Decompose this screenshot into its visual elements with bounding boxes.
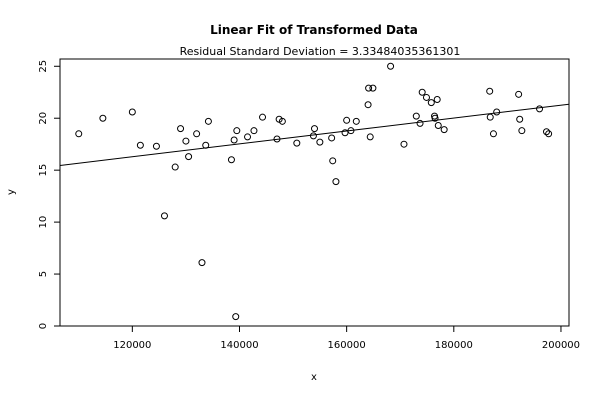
data-point (99, 114, 107, 122)
data-point (182, 137, 190, 145)
data-point (518, 127, 526, 135)
plot-frame (59, 58, 570, 327)
x-axis: 120000 140000 160000 180000 200000 (113, 325, 580, 351)
data-point (418, 88, 426, 96)
data-point (293, 139, 301, 147)
fit-line (59, 103, 570, 166)
data-point (244, 133, 252, 141)
data-point (202, 141, 210, 149)
data-point (75, 130, 83, 138)
data-point (412, 112, 420, 120)
data-point (193, 130, 201, 138)
data-point (369, 84, 377, 92)
data-point (230, 136, 238, 144)
y-tick-label: 15 (38, 164, 49, 177)
data-point (343, 116, 351, 124)
data-point (250, 127, 258, 135)
y-axis: 0 5 10 15 20 25 (38, 60, 61, 329)
data-points (75, 62, 553, 321)
x-tick-label: 180000 (435, 340, 473, 351)
data-point (204, 117, 212, 125)
x-axis-label: x (311, 372, 317, 383)
data-point (387, 62, 395, 70)
data-point (545, 130, 553, 138)
chart-subtitle: Residual Standard Deviation = 3.33484035… (180, 45, 461, 58)
y-tick-label: 0 (38, 323, 49, 329)
data-point (198, 259, 206, 267)
data-point (328, 134, 336, 142)
data-point (316, 138, 324, 146)
data-point (232, 313, 240, 321)
data-point (515, 90, 523, 98)
data-point (440, 126, 448, 134)
data-point (273, 135, 281, 143)
y-tick-label: 20 (38, 112, 49, 125)
data-point (486, 87, 494, 95)
data-point (311, 125, 318, 133)
data-point (493, 108, 501, 116)
data-point (433, 96, 441, 104)
y-tick-label: 10 (38, 216, 49, 229)
data-point (422, 93, 430, 101)
x-tick-label: 160000 (328, 340, 366, 351)
data-point (347, 127, 355, 135)
data-point (278, 117, 286, 125)
data-point (352, 117, 360, 125)
y-axis-label: y (6, 189, 17, 195)
data-point (516, 115, 524, 123)
data-point (227, 156, 235, 164)
data-point (160, 212, 168, 220)
data-point (427, 99, 435, 107)
data-point (400, 140, 408, 148)
data-point (259, 113, 267, 121)
chart-title: Linear Fit of Transformed Data (210, 23, 418, 37)
data-point (171, 163, 179, 171)
data-point (177, 125, 185, 133)
data-point (136, 141, 144, 149)
data-point (366, 133, 374, 141)
x-tick-label: 120000 (113, 340, 151, 351)
data-point (332, 178, 340, 186)
data-point (431, 114, 439, 122)
data-point (486, 113, 494, 121)
x-tick-label: 200000 (542, 340, 580, 351)
y-tick-label: 5 (38, 271, 49, 277)
data-point (536, 105, 544, 113)
data-point (364, 101, 372, 109)
fit-line-group (59, 103, 570, 166)
data-point (341, 129, 349, 137)
data-point (185, 153, 193, 161)
data-point (489, 130, 497, 138)
data-point (365, 84, 373, 92)
data-point (434, 121, 442, 129)
y-tick-label: 25 (38, 60, 49, 73)
data-point (128, 108, 136, 116)
data-point (233, 127, 241, 135)
data-point (416, 119, 424, 127)
x-tick-label: 140000 (220, 340, 258, 351)
data-point (152, 142, 160, 150)
data-point (329, 157, 337, 165)
data-point (542, 128, 550, 136)
data-point (309, 132, 317, 140)
